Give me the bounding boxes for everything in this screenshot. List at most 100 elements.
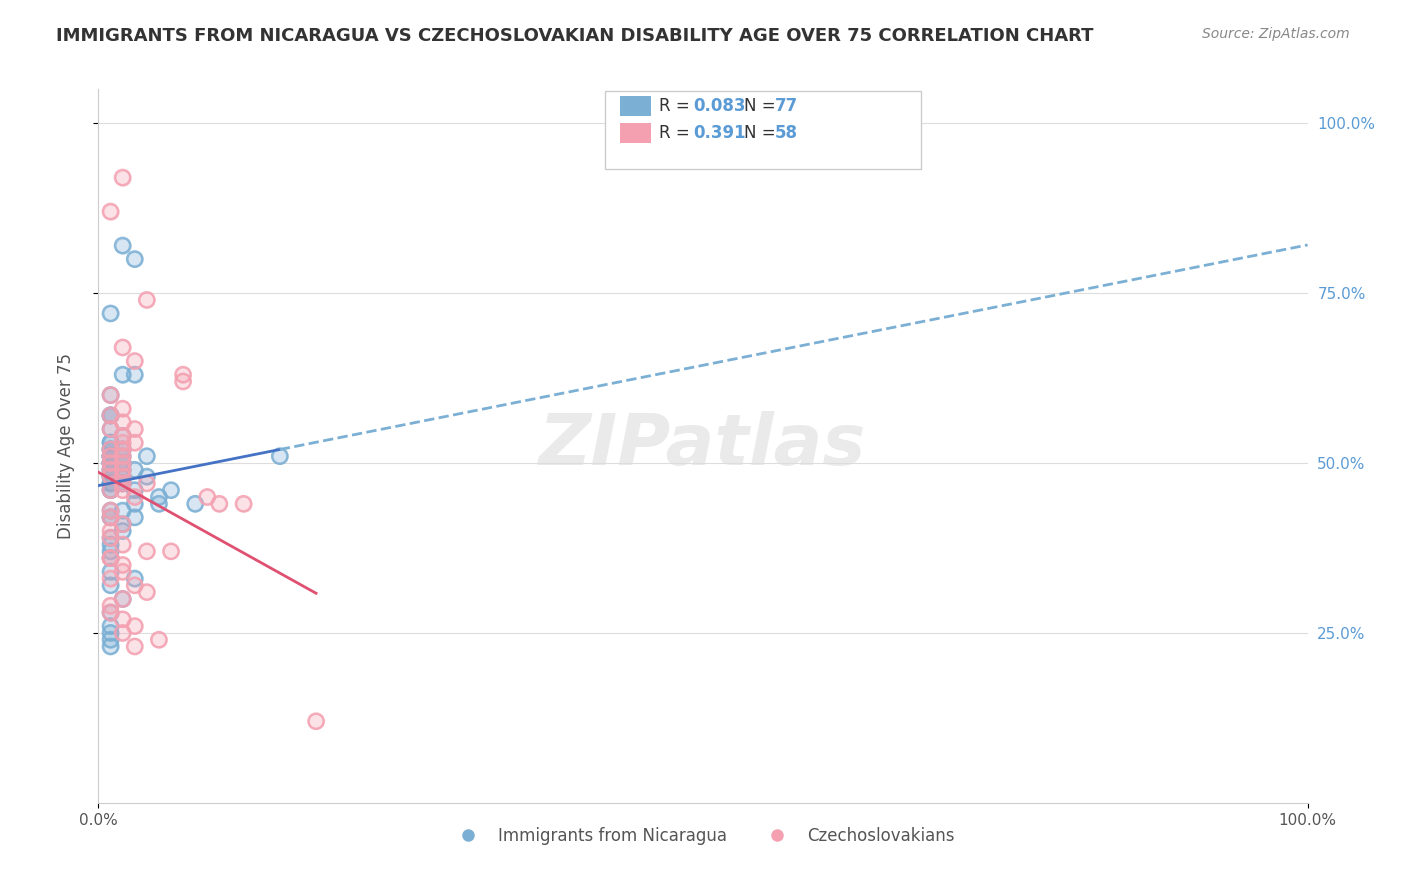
Point bbox=[135, 469, 157, 483]
Point bbox=[111, 449, 134, 463]
Point bbox=[148, 497, 170, 511]
Point bbox=[111, 341, 134, 355]
Point bbox=[111, 415, 134, 429]
Point bbox=[124, 252, 146, 266]
Point bbox=[100, 409, 122, 423]
Point bbox=[100, 449, 122, 463]
Point bbox=[100, 456, 122, 470]
Point bbox=[100, 476, 122, 491]
Point bbox=[111, 469, 134, 483]
Point bbox=[111, 463, 134, 477]
Point bbox=[111, 476, 134, 491]
Point bbox=[100, 435, 122, 450]
Point bbox=[111, 435, 134, 450]
Point bbox=[148, 632, 170, 647]
Point bbox=[111, 476, 134, 491]
Point bbox=[100, 510, 122, 524]
Point bbox=[195, 490, 218, 504]
Point bbox=[269, 449, 291, 463]
Point bbox=[100, 306, 122, 320]
Point bbox=[124, 463, 146, 477]
Point bbox=[111, 537, 134, 551]
Point bbox=[111, 442, 134, 457]
Point bbox=[135, 544, 157, 558]
Point bbox=[124, 368, 146, 382]
Point bbox=[111, 469, 134, 483]
Point bbox=[111, 463, 134, 477]
Point bbox=[124, 578, 146, 592]
Point bbox=[111, 476, 134, 491]
Point bbox=[100, 442, 122, 457]
Point bbox=[135, 544, 157, 558]
Point bbox=[100, 388, 122, 402]
Point bbox=[100, 524, 122, 538]
Point bbox=[232, 497, 254, 511]
Point bbox=[160, 544, 183, 558]
Point bbox=[111, 524, 134, 538]
Point bbox=[111, 591, 134, 606]
Point bbox=[111, 503, 134, 517]
Point bbox=[100, 503, 122, 517]
Point bbox=[100, 503, 122, 517]
Point bbox=[135, 293, 157, 307]
Point bbox=[232, 497, 254, 511]
Point bbox=[124, 640, 146, 654]
Point bbox=[184, 497, 207, 511]
Point bbox=[100, 469, 122, 483]
Point bbox=[124, 510, 146, 524]
Point bbox=[111, 591, 134, 606]
Point bbox=[124, 640, 146, 654]
Point bbox=[100, 442, 122, 457]
Point bbox=[111, 456, 134, 470]
Point bbox=[148, 490, 170, 504]
Point bbox=[100, 409, 122, 423]
Point bbox=[100, 463, 122, 477]
Point bbox=[100, 463, 122, 477]
Point bbox=[135, 476, 157, 491]
Text: 58: 58 bbox=[775, 124, 797, 142]
Point bbox=[100, 409, 122, 423]
Point bbox=[100, 476, 122, 491]
Point bbox=[100, 456, 122, 470]
Point bbox=[100, 449, 122, 463]
Point bbox=[100, 524, 122, 538]
Point bbox=[195, 490, 218, 504]
Point bbox=[100, 449, 122, 463]
Point bbox=[100, 544, 122, 558]
Point bbox=[100, 572, 122, 586]
Point bbox=[100, 531, 122, 545]
Text: 0.391: 0.391 bbox=[693, 124, 745, 142]
Text: ZIPatlas: ZIPatlas bbox=[540, 411, 866, 481]
Point bbox=[172, 375, 194, 389]
Point bbox=[111, 170, 134, 185]
Point bbox=[111, 442, 134, 457]
Point bbox=[111, 565, 134, 579]
Point bbox=[100, 551, 122, 566]
Point bbox=[269, 449, 291, 463]
Point bbox=[100, 483, 122, 498]
Point bbox=[111, 429, 134, 443]
Point bbox=[100, 578, 122, 592]
Point bbox=[100, 204, 122, 219]
Point bbox=[111, 524, 134, 538]
Point bbox=[100, 565, 122, 579]
Point bbox=[100, 456, 122, 470]
Legend: Immigrants from Nicaragua, Czechoslovakians: Immigrants from Nicaragua, Czechoslovaki… bbox=[444, 821, 962, 852]
Point bbox=[111, 456, 134, 470]
Point bbox=[100, 422, 122, 436]
Point bbox=[111, 442, 134, 457]
Point bbox=[111, 476, 134, 491]
Point bbox=[111, 565, 134, 579]
Point bbox=[111, 503, 134, 517]
Point bbox=[100, 463, 122, 477]
Point bbox=[100, 476, 122, 491]
Point bbox=[100, 442, 122, 457]
Point bbox=[111, 429, 134, 443]
Point bbox=[100, 531, 122, 545]
Point bbox=[100, 456, 122, 470]
Point bbox=[111, 517, 134, 532]
Point bbox=[100, 449, 122, 463]
Point bbox=[172, 368, 194, 382]
Point bbox=[100, 442, 122, 457]
Point bbox=[111, 483, 134, 498]
